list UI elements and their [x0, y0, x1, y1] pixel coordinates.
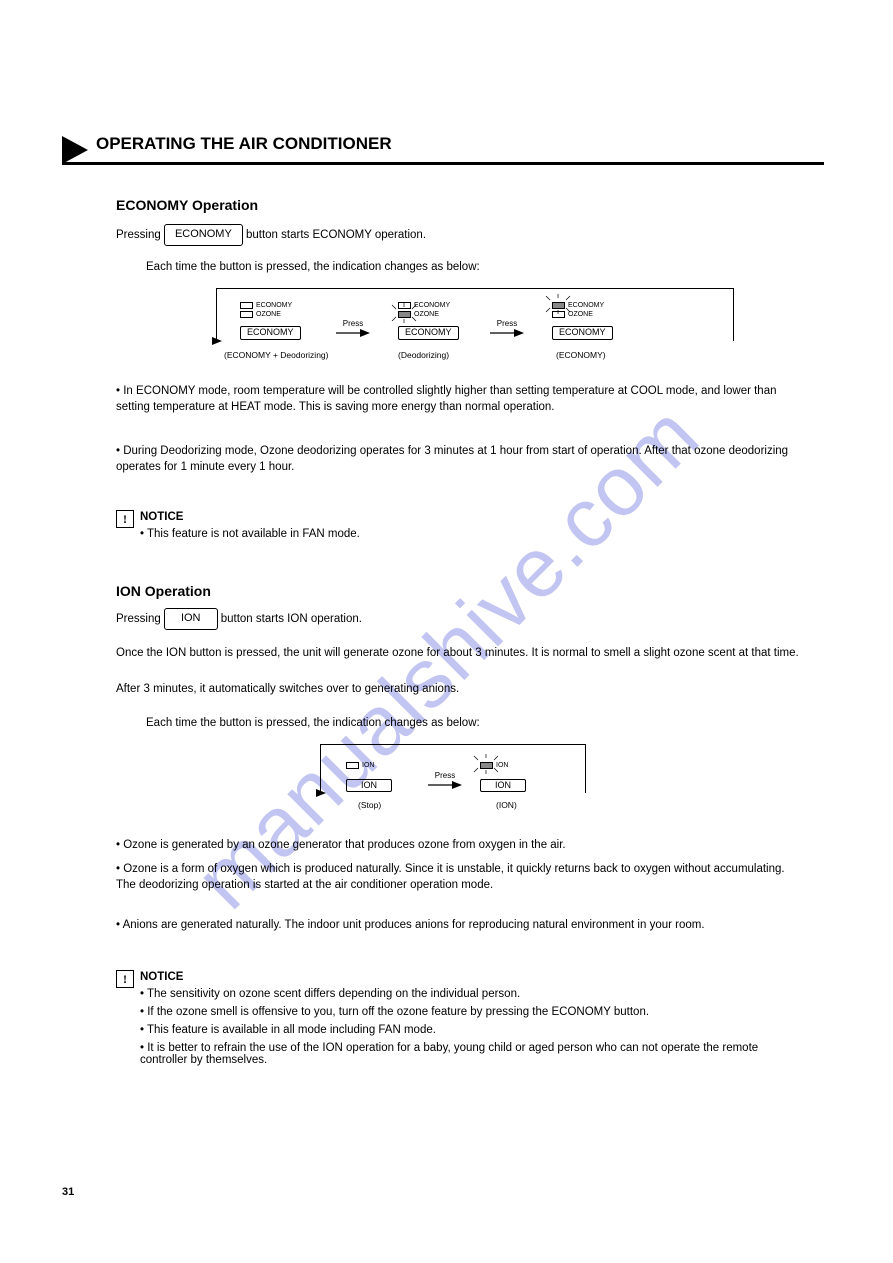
ion-bullet-1: • Ozone is generated by an ozone generat… [116, 838, 806, 854]
lamp-label: OZONE [568, 311, 593, 318]
arrow-icon [210, 334, 226, 348]
ion-state-1: ION ION [346, 762, 392, 793]
arrow-icon [314, 786, 330, 800]
ion-desc-suffix: button starts ION operation. [221, 613, 362, 625]
lamp-label: ECONOMY [568, 302, 604, 309]
lamp-label: ION [496, 762, 508, 769]
ion-state-2-label: (ION) [496, 800, 517, 811]
lamp-icon [552, 311, 565, 318]
lamp-lit-icon [552, 302, 565, 309]
economy-desc-suffix: button starts ECONOMY operation. [246, 229, 426, 241]
economy-desc-row: Pressing ECONOMY button starts ECONOMY o… [116, 224, 426, 246]
economy-small-button[interactable]: ECONOMY [240, 326, 301, 340]
economy-desc-prefix: Pressing [116, 229, 164, 241]
economy-state-3: ECONOMY OZONE ECONOMY [552, 302, 613, 340]
ion-notice-line-3: • This feature is available in all mode … [140, 1024, 800, 1036]
ion-bullet-3: • Anions are generated naturally. The in… [116, 918, 806, 934]
lamp-icon [240, 311, 253, 318]
economy-state-2-label: (Deodorizing) [398, 350, 449, 361]
section-title: OPERATING THE AIR CONDITIONER [96, 134, 392, 154]
lamp-icon [398, 302, 411, 309]
ion-bullet-2: • Ozone is a form of oxygen which is pro… [116, 862, 806, 893]
notice-icon: ! [116, 970, 134, 988]
economy-state-1-label: (ECONOMY + Deodorizing) [224, 350, 328, 361]
economy-heading: ECONOMY Operation [116, 196, 258, 215]
arrow-group: Press [336, 326, 370, 328]
notice-icon: ! [116, 510, 134, 528]
ion-notice-line-1: • The sensitivity on ozone scent differs… [140, 988, 800, 1000]
ion-small-button[interactable]: ION [346, 779, 392, 792]
arrow-group: Press [428, 778, 462, 780]
economy-diagram-caption: Each time the button is pressed, the ind… [146, 260, 480, 276]
lamp-label: OZONE [256, 311, 281, 318]
ion-notice-label: NOTICE [140, 970, 183, 986]
page-number: 31 [62, 1186, 74, 1198]
section-rule [62, 162, 824, 165]
economy-bullet-1: • In ECONOMY mode, room temperature will… [116, 384, 806, 415]
lamp-icon [346, 762, 359, 769]
economy-state-1: ECONOMY OZONE ECONOMY [240, 302, 301, 340]
ion-small-button[interactable]: ION [480, 779, 526, 792]
section-triangle-icon [62, 136, 88, 164]
ion-diagram-caption: Each time the button is pressed, the ind… [146, 716, 480, 732]
lamp-label: OZONE [414, 311, 439, 318]
ion-notice-line-4: • It is better to refrain the use of the… [140, 1042, 800, 1066]
ion-desc-row: Pressing ION button starts ION operation… [116, 608, 362, 630]
economy-state-3-label: (ECONOMY) [556, 350, 606, 361]
lamp-label: ION [362, 762, 374, 769]
economy-small-button[interactable]: ECONOMY [552, 326, 613, 340]
lamp-lit-icon [398, 311, 411, 318]
lamp-label: ECONOMY [256, 302, 292, 309]
lamp-label: ECONOMY [414, 302, 450, 309]
ion-button[interactable]: ION [164, 608, 218, 630]
ion-notice-line-2: • If the ozone smell is offensive to you… [140, 1006, 800, 1018]
economy-state-2: ECONOMY OZONE ECONOMY [398, 302, 459, 340]
ion-state-1-label: (Stop) [358, 800, 381, 811]
ion-heading: ION Operation [116, 582, 211, 601]
lamp-icon [240, 302, 253, 309]
ion-desc-prefix: Pressing [116, 613, 164, 625]
lamp-lit-icon [480, 762, 493, 769]
ion-paragraph-1: Once the ION button is pressed, the unit… [116, 646, 806, 662]
ion-state-2: ION ION [480, 762, 526, 793]
economy-button[interactable]: ECONOMY [164, 224, 243, 246]
economy-small-button[interactable]: ECONOMY [398, 326, 459, 340]
economy-notice-label: NOTICE [140, 510, 183, 526]
arrow-group: Press [490, 326, 524, 328]
ion-paragraph-2: After 3 minutes, it automatically switch… [116, 682, 806, 698]
economy-notice-text: • This feature is not available in FAN m… [140, 528, 800, 540]
economy-bullet-2: • During Deodorizing mode, Ozone deodori… [116, 444, 806, 475]
